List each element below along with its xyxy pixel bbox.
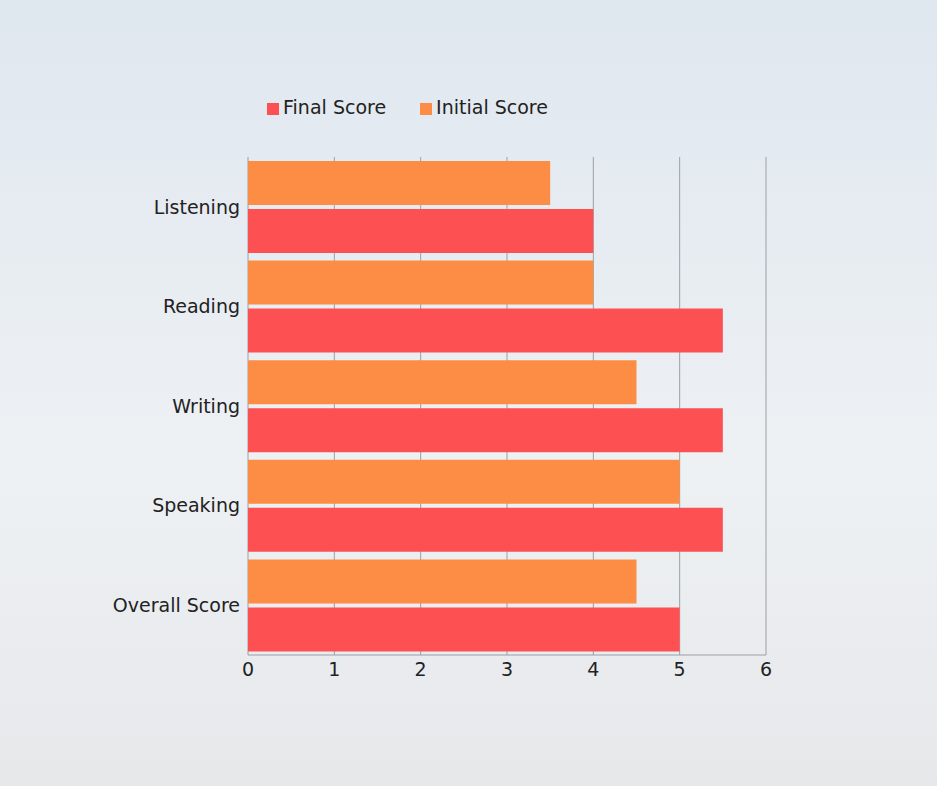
svg-text:5: 5 xyxy=(674,658,686,680)
svg-text:Writing: Writing xyxy=(172,395,240,417)
svg-text:Overall Score: Overall Score xyxy=(113,594,240,616)
svg-text:2: 2 xyxy=(415,658,427,680)
html-text:Initial Score: Initial Score xyxy=(436,96,548,118)
svg-text:Reading: Reading xyxy=(163,295,240,317)
svg-text:0: 0 xyxy=(242,658,254,680)
svg-text:4: 4 xyxy=(587,658,599,680)
svg-text:1: 1 xyxy=(328,658,340,680)
html-text:Final Score: Final Score xyxy=(283,96,387,118)
svg-text:3: 3 xyxy=(501,658,513,680)
svg-text:Listening: Listening xyxy=(154,196,240,218)
svg-text:6: 6 xyxy=(760,658,772,680)
svg-text:Speaking: Speaking xyxy=(152,494,240,516)
